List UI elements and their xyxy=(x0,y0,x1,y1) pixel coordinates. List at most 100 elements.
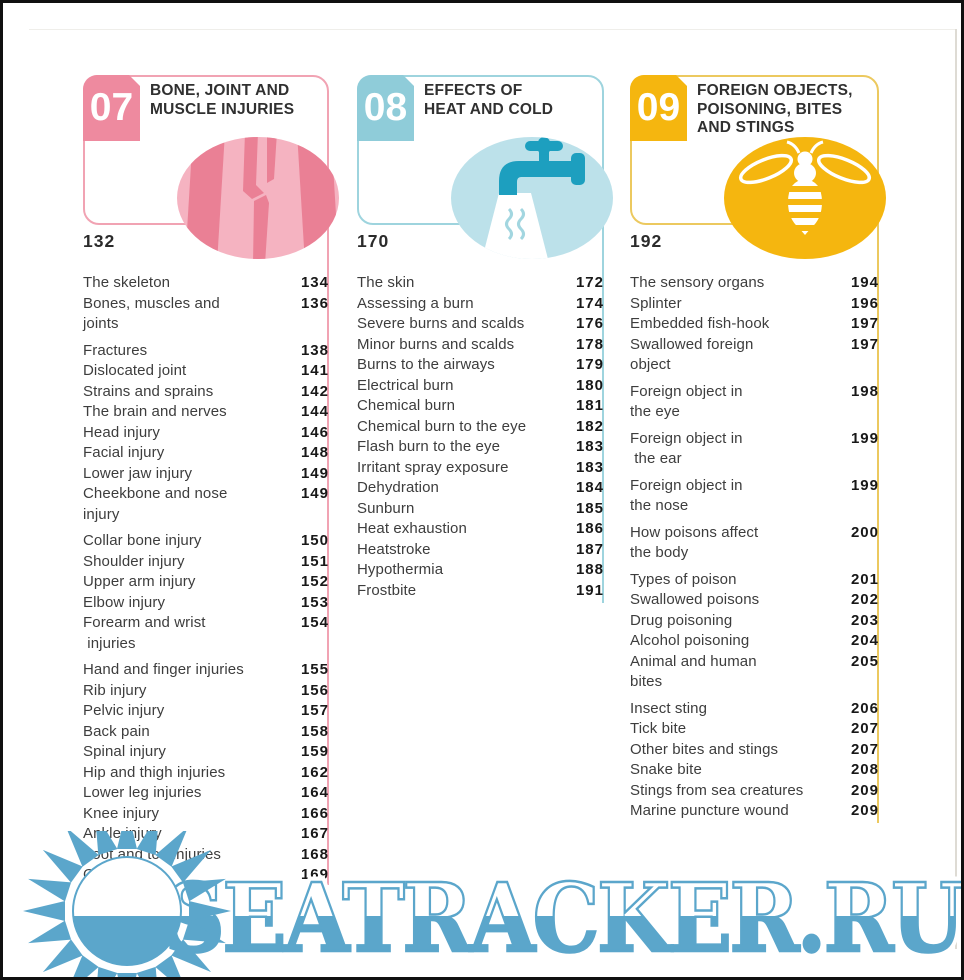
toc-entry-title: Other bites and stings xyxy=(630,740,779,758)
toc-entry-title: How poisons affect the body xyxy=(630,523,759,562)
toc-entry-title: Tick bite xyxy=(630,720,687,737)
toc-entry-page: 166 xyxy=(300,804,329,822)
toc-entry-page: 176 xyxy=(575,315,604,332)
toc-entry-page: 201 xyxy=(850,570,879,588)
toc-entry-title: Back pain xyxy=(83,722,150,740)
toc-entry-page: 202 xyxy=(850,591,879,608)
toc-entry-title: Heatstroke xyxy=(357,540,431,558)
toc-list: The skeleton 134 Bones, muscles and joints… xyxy=(83,273,329,886)
toc-entry: Burns to the airways 179 xyxy=(357,355,604,376)
toc-entry: Embedded fish-hook 197 xyxy=(630,314,879,335)
chapter-number-badge: 07 xyxy=(83,75,140,141)
toc-entry-title: Lower jaw injury xyxy=(83,464,193,482)
toc-entry: Severe burns and scalds 176 xyxy=(357,314,604,335)
chapter-header: 09 FOREIGN OBJECTS, POISONING, BITES AND… xyxy=(630,75,886,273)
toc-entry-title: Animal and human bites xyxy=(630,652,757,691)
toc-entry: The brain and nerves 144 xyxy=(83,402,329,423)
toc-entry-title: Dehydration xyxy=(357,479,439,496)
toc-entry-page: 185 xyxy=(575,499,604,517)
toc-entry-page: 172 xyxy=(575,274,604,291)
toc-entry-title: Chemical burn xyxy=(357,397,456,414)
toc-entry-page: 197 xyxy=(850,335,879,353)
toc-entry-page: 183 xyxy=(575,438,604,455)
toc-entry: Chemical burn to the eye 182 xyxy=(357,417,604,438)
toc-entry-title: Rib injury xyxy=(83,681,147,699)
toc-entry: Snake bite 208 xyxy=(630,760,879,781)
toc-entry: Collar bone injury 150 xyxy=(83,531,329,552)
toc-entry-title: Frostbite xyxy=(357,581,417,599)
toc-entry-page: 194 xyxy=(850,274,879,291)
toc-entry: Back pain 158 xyxy=(83,722,329,743)
toc-entry-title: Swallowed poisons xyxy=(630,591,760,608)
toc-entry-page: 167 xyxy=(300,825,329,842)
toc-entry: The skeleton 134 xyxy=(83,273,329,294)
toc-entry-title: Minor burns and scalds xyxy=(357,335,515,353)
toc-entry: Upper arm injury 152 xyxy=(83,572,329,593)
toc-entry: Lower leg injuries 164 xyxy=(83,783,329,804)
toc-entry-page: 191 xyxy=(575,581,604,599)
chapter-color-rule xyxy=(327,175,329,885)
toc-entry: Assessing a burn 174 xyxy=(357,294,604,315)
toc-entry: Chemical burn 181 xyxy=(357,396,604,417)
toc-entry-page: 157 xyxy=(300,702,329,719)
toc-entry-title: Fractures xyxy=(83,341,148,359)
toc-entry-page: 151 xyxy=(300,552,329,570)
toc-entry-page: 149 xyxy=(300,485,329,502)
toc-entry-title: Splinter xyxy=(630,294,682,312)
toc-entry-title: The skeleton xyxy=(83,274,171,291)
toc-entry-title: Pelvic injury xyxy=(83,702,165,719)
toc-entry-page: 148 xyxy=(300,444,329,461)
toc-list: The skin 172 Assessing a burn 174 Severe bur… xyxy=(357,273,604,601)
page-scan-edge-top xyxy=(29,29,957,30)
toc-entry-page: 142 xyxy=(300,382,329,400)
toc-entry-title: Spinal injury xyxy=(83,743,167,760)
toc-entry-page: 203 xyxy=(850,611,879,629)
toc-entry-title: Marine puncture wound xyxy=(630,802,789,819)
toc-entry-title: Sunburn xyxy=(357,499,415,517)
toc-entry-page: 207 xyxy=(850,720,879,737)
toc-entry-page: 207 xyxy=(850,740,879,758)
toc-entry-title: Forearm and wrist injuries xyxy=(83,614,206,652)
toc-entry-page: 200 xyxy=(850,523,879,541)
chapter-title: BONE, JOINT AND MUSCLE INJURIES xyxy=(150,82,295,118)
chapter-number-badge: 08 xyxy=(357,75,414,141)
chapter-color-rule xyxy=(877,175,879,823)
toc-entry-title: Burns to the airways xyxy=(357,356,495,373)
toc-entry-title: Assessing a burn xyxy=(357,294,474,312)
toc-entry-page: 187 xyxy=(575,540,604,558)
toc-entry-title: Upper arm injury xyxy=(83,573,196,590)
chapter-column-07: 07 BONE, JOINT AND MUSCLE INJURIES 132 T… xyxy=(83,75,339,886)
toc-entry-page: 162 xyxy=(300,763,329,781)
toc-entry-page: 181 xyxy=(575,397,604,414)
toc-entry: Spinal injury 159 xyxy=(83,742,329,763)
toc-entry-page: 180 xyxy=(575,376,604,394)
toc-entry-title: Head injury xyxy=(83,423,160,441)
toc-entry-title: Hand and finger injuries xyxy=(83,661,244,678)
toc-entry-page: 199 xyxy=(850,429,879,447)
toc-entry: Rib injury 156 xyxy=(83,681,329,702)
toc-entry-page: 205 xyxy=(850,652,879,670)
toc-entry: Marine puncture wound 209 xyxy=(630,801,879,822)
toc-entry-title: Facial injury xyxy=(83,444,165,461)
toc-entry-title: Lower leg injuries xyxy=(83,784,202,801)
toc-entry: Foreign object in the nose 199 xyxy=(630,476,879,517)
toc-entry: Cramp 169 xyxy=(83,865,329,886)
toc-entry: Stings from sea creatures 209 xyxy=(630,781,879,802)
toc-entry: Swallowed foreign object 197 xyxy=(630,335,879,376)
toc-entry: Electrical burn 180 xyxy=(357,376,604,397)
chapter-color-rule xyxy=(602,175,604,603)
chapter-column-09: 09 FOREIGN OBJECTS, POISONING, BITES AND… xyxy=(630,75,886,823)
toc-entry-page: 182 xyxy=(575,417,604,435)
toc-entry-page: 188 xyxy=(575,561,604,578)
toc-entry: Knee injury 166 xyxy=(83,804,329,825)
toc-entry-page: 134 xyxy=(300,274,329,291)
toc-entry: Animal and human bites 205 xyxy=(630,652,879,693)
toc-entry-page: 209 xyxy=(850,781,879,799)
toc-entry: Other bites and stings 207 xyxy=(630,740,879,761)
toc-entry-page: 168 xyxy=(300,845,329,863)
toc-entry: Sunburn 185 xyxy=(357,499,604,520)
toc-entry: Fractures 138 xyxy=(83,341,329,362)
toc-entry-title: Hip and thigh injuries xyxy=(83,763,226,781)
chapter-start-page: 192 xyxy=(630,231,663,251)
